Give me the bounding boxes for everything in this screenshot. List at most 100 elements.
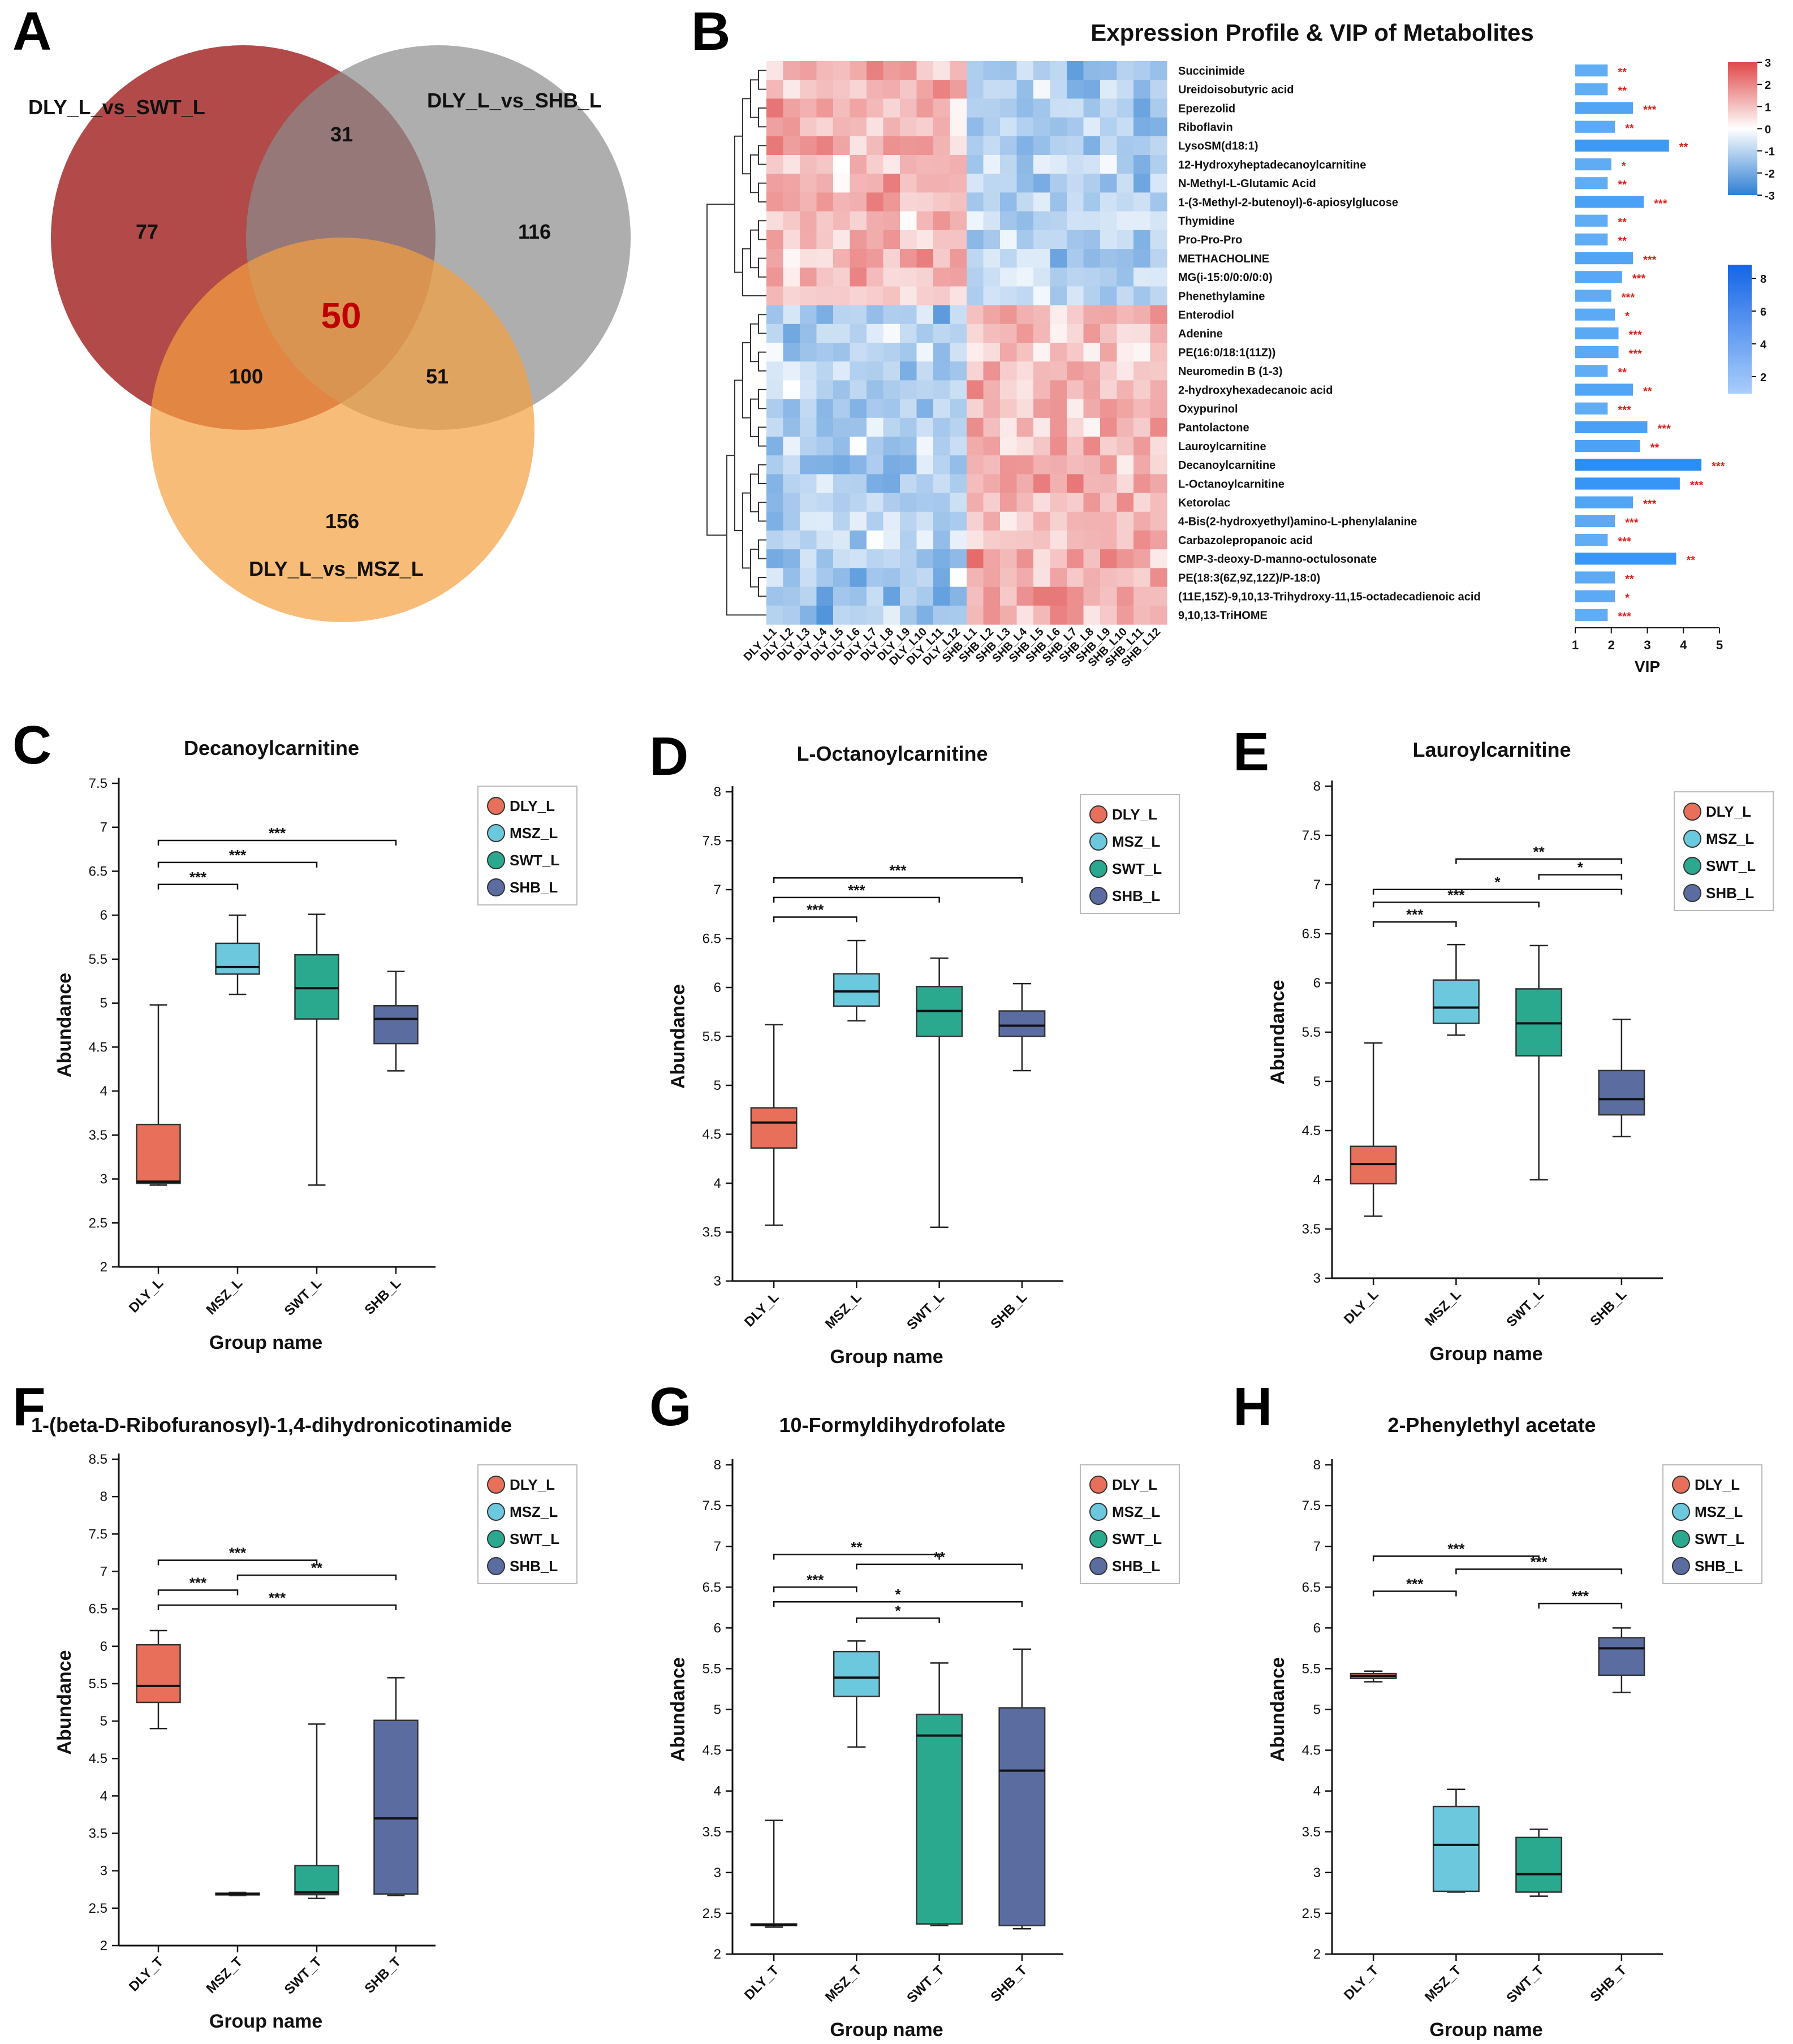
heatmap-cell <box>967 343 984 362</box>
venn-set-label-swt: DLY_L_vs_SWT_L <box>28 96 205 119</box>
heatmap-cell <box>766 417 784 437</box>
y-tick-label: 4 <box>100 1788 107 1804</box>
heatmap-cell <box>1050 249 1067 268</box>
heatmap-cell <box>1083 437 1101 456</box>
y-tick-label: 5.5 <box>702 1029 721 1045</box>
heatmap-cell <box>850 343 867 362</box>
heatmap-cell <box>916 249 934 268</box>
heatmap-cell <box>850 417 867 437</box>
dendrogram-root <box>706 204 735 536</box>
boxplot-ribofuranosyl-dihydronicotinamide: 1-(beta-D-Ribofuranosyl)-1,4-dihydronico… <box>31 1413 577 2032</box>
vip-x-tick-label: 4 <box>1680 638 1687 652</box>
x-tick-label: MSZ_T <box>204 1954 246 1996</box>
heatmap-cell <box>1150 80 1167 99</box>
heatmap-cell <box>1033 474 1051 494</box>
heatmap-cell <box>950 249 967 268</box>
x-tick-label: SWT_T <box>282 1954 325 1998</box>
heatmap-cell <box>950 155 967 174</box>
panel-letter-e: E <box>1233 722 1269 782</box>
dendrogram-branch <box>742 342 751 419</box>
heatmap-cell <box>883 80 900 99</box>
y-tick-label: 2 <box>100 1938 107 1954</box>
heatmap-row-label: 1-(3-Methyl-2-butenoyl)-6-apiosylglucose <box>1178 196 1398 209</box>
legend-marker-dly_l <box>1089 1476 1107 1494</box>
box-iqr-swt_t <box>1515 1836 1563 1893</box>
heatmap-row-label: Eperezolid <box>1178 102 1235 115</box>
heatmap-cell <box>1016 61 1034 80</box>
box-iqr-shb_l <box>373 1005 419 1045</box>
heatmap-cell <box>816 605 834 625</box>
heatmap-cell <box>967 324 984 343</box>
x-tick-label: SWT_L <box>904 1290 947 1333</box>
heatmap-cell <box>900 343 917 362</box>
heatmap-cell <box>1117 174 1134 193</box>
y-tick-label: 4.5 <box>702 1743 721 1758</box>
y-tick-label: 4 <box>100 1084 107 1099</box>
heatmap-cell <box>900 437 917 456</box>
y-tick-label: 8.5 <box>89 1452 107 1467</box>
x-tick-label: MSZ_L <box>822 1290 865 1332</box>
dendrogram-branch <box>758 502 766 522</box>
heatmap-cell <box>800 568 817 588</box>
heatmap-cell <box>816 249 834 268</box>
heatmap-cell <box>916 605 934 625</box>
venn-count-swt-shb: 31 <box>330 123 353 146</box>
heatmap-cell <box>800 211 817 231</box>
heatmap-cell <box>816 474 834 494</box>
heatmap-cell <box>816 493 834 512</box>
heatmap-cell <box>933 437 951 456</box>
heatmap-cell <box>800 417 817 437</box>
heatmap-cell <box>1016 249 1034 268</box>
heatmap-cell <box>1150 230 1167 249</box>
dendrogram-branch <box>758 220 766 240</box>
heatmap-cell <box>950 493 967 512</box>
heatmap-cell <box>1100 61 1118 80</box>
box-iqr-shb_l <box>998 1010 1046 1037</box>
heatmap-cell <box>1067 605 1084 625</box>
heatmap-cell <box>867 531 884 550</box>
heatmap-cell <box>967 136 984 156</box>
legend-label-dly_l: DLY_L <box>1112 1476 1157 1493</box>
dendrogram-branch <box>758 539 766 559</box>
heatmap-cell <box>900 399 917 419</box>
y-tick-label: 3.5 <box>1302 1825 1321 1840</box>
heatmap-cell <box>833 493 851 512</box>
heatmap-cell <box>1150 493 1167 512</box>
heatmap-cell <box>800 549 817 568</box>
heatmap-cell <box>766 361 784 381</box>
vip-bar <box>1575 534 1608 546</box>
heatmap-cell <box>1083 98 1101 118</box>
vip-bar <box>1575 139 1669 152</box>
heatmap-cell <box>1016 211 1034 231</box>
x-tick-label: MSZ_L <box>1422 1287 1464 1329</box>
heatmap-row-label: (11E,15Z)-9,10,13-Trihydroxy-11,15-octad… <box>1178 591 1481 603</box>
panel-letter-c: C <box>12 715 51 775</box>
heatmap-cell <box>1067 286 1084 306</box>
heatmap-cell <box>1067 455 1084 475</box>
heatmap-cell <box>833 324 851 343</box>
heatmap-cell <box>1067 343 1084 362</box>
heatmap-cell <box>1083 324 1101 343</box>
heatmap-cell <box>800 268 817 287</box>
y-tick-label: 7.5 <box>702 1498 721 1513</box>
heatmap-cell <box>850 324 867 343</box>
heatmap-cell <box>1133 455 1151 475</box>
heatmap-cell <box>883 399 900 419</box>
heatmap-cell <box>933 324 951 343</box>
heatmap-cell <box>967 511 984 531</box>
vip-x-tick-label: 5 <box>1716 638 1723 652</box>
heatmap-cell <box>967 61 984 80</box>
heatmap-cell <box>850 192 867 212</box>
heatmap-cell <box>916 80 934 99</box>
heatmap-cell <box>1067 61 1084 80</box>
heatmap-cell <box>1083 531 1101 550</box>
heatmap-cell <box>833 511 851 531</box>
heatmap-cell <box>816 230 834 249</box>
boxplot-lauroylcarnitine: Lauroylcarnitine 3 3.5 4 4.5 5 5.5 6 6.5 7 7.5 8 Abu… <box>1267 738 1774 1365</box>
heatmap-cell <box>983 474 1001 494</box>
heatmap-cell <box>1033 417 1051 437</box>
heatmap-cell <box>816 192 834 212</box>
vip-bar <box>1575 158 1611 171</box>
heatmap-cell <box>783 174 800 193</box>
heatmap-cell <box>833 286 851 306</box>
